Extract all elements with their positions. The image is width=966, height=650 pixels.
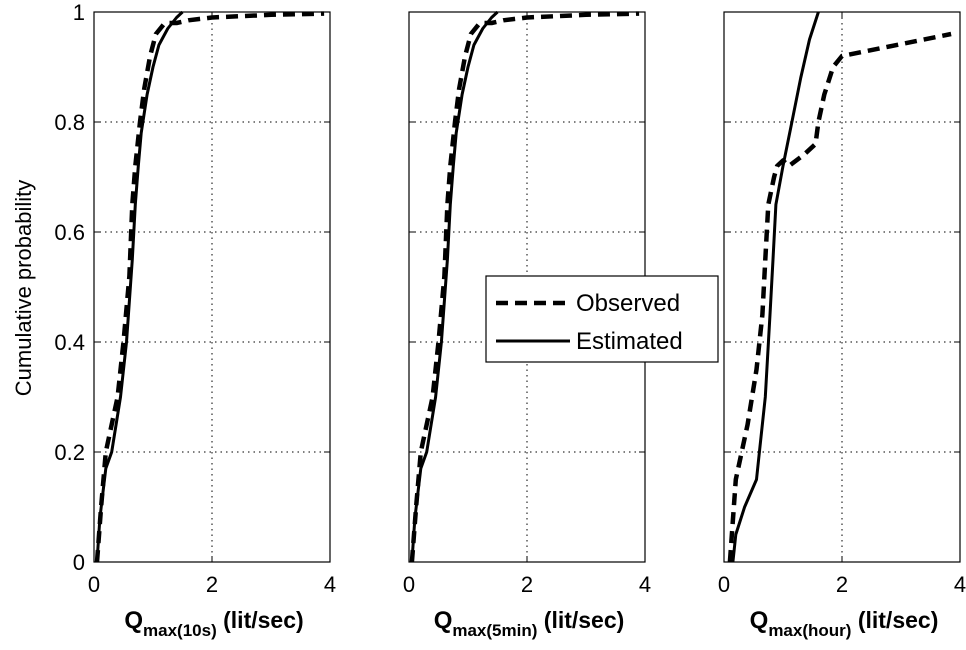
x-tick-label: 4: [324, 572, 336, 597]
x-tick-label: 4: [954, 572, 966, 597]
x-axis-label-hour: Qmax(hour) (lit/sec): [750, 607, 939, 640]
x-tick-label: 2: [836, 572, 848, 597]
x-axis-label-10s: Qmax(10s) (lit/sec): [124, 607, 303, 640]
x-tick-label: 0: [88, 572, 100, 597]
plot-frame-10s: [93, 11, 331, 563]
y-tick-label: 0.6: [54, 220, 85, 245]
x-axis-label-5min: Qmax(5min) (lit/sec): [434, 607, 625, 640]
legend-box: [485, 275, 719, 363]
y-tick-label: 0.2: [54, 440, 85, 465]
legend-label-estimated: Estimated: [576, 328, 683, 355]
x-tick-label: 2: [521, 572, 533, 597]
y-tick-label: 0: [73, 550, 85, 575]
x-tick-label: 4: [639, 572, 651, 597]
series-line-observed-hour: [727, 31, 952, 563]
y-axis-label: Cumulative probability: [11, 180, 36, 396]
x-tick-label: 0: [718, 572, 730, 597]
y-tick-label: 1: [73, 0, 85, 25]
series-line-observed-5min: [409, 11, 640, 563]
x-tick-label: 2: [206, 572, 218, 597]
series-line-estimated-hour: [731, 11, 820, 563]
legend-label-observed: Observed: [576, 290, 680, 317]
y-tick-label: 0.8: [54, 110, 85, 135]
x-tick-label: 0: [403, 572, 415, 597]
series-line-observed-10s: [94, 11, 325, 563]
y-tick-label: 0.4: [54, 330, 85, 355]
series-line-estimated-5min: [410, 10, 499, 563]
plot-frame-hour: [723, 11, 961, 563]
series-line-estimated-10s: [95, 10, 184, 563]
